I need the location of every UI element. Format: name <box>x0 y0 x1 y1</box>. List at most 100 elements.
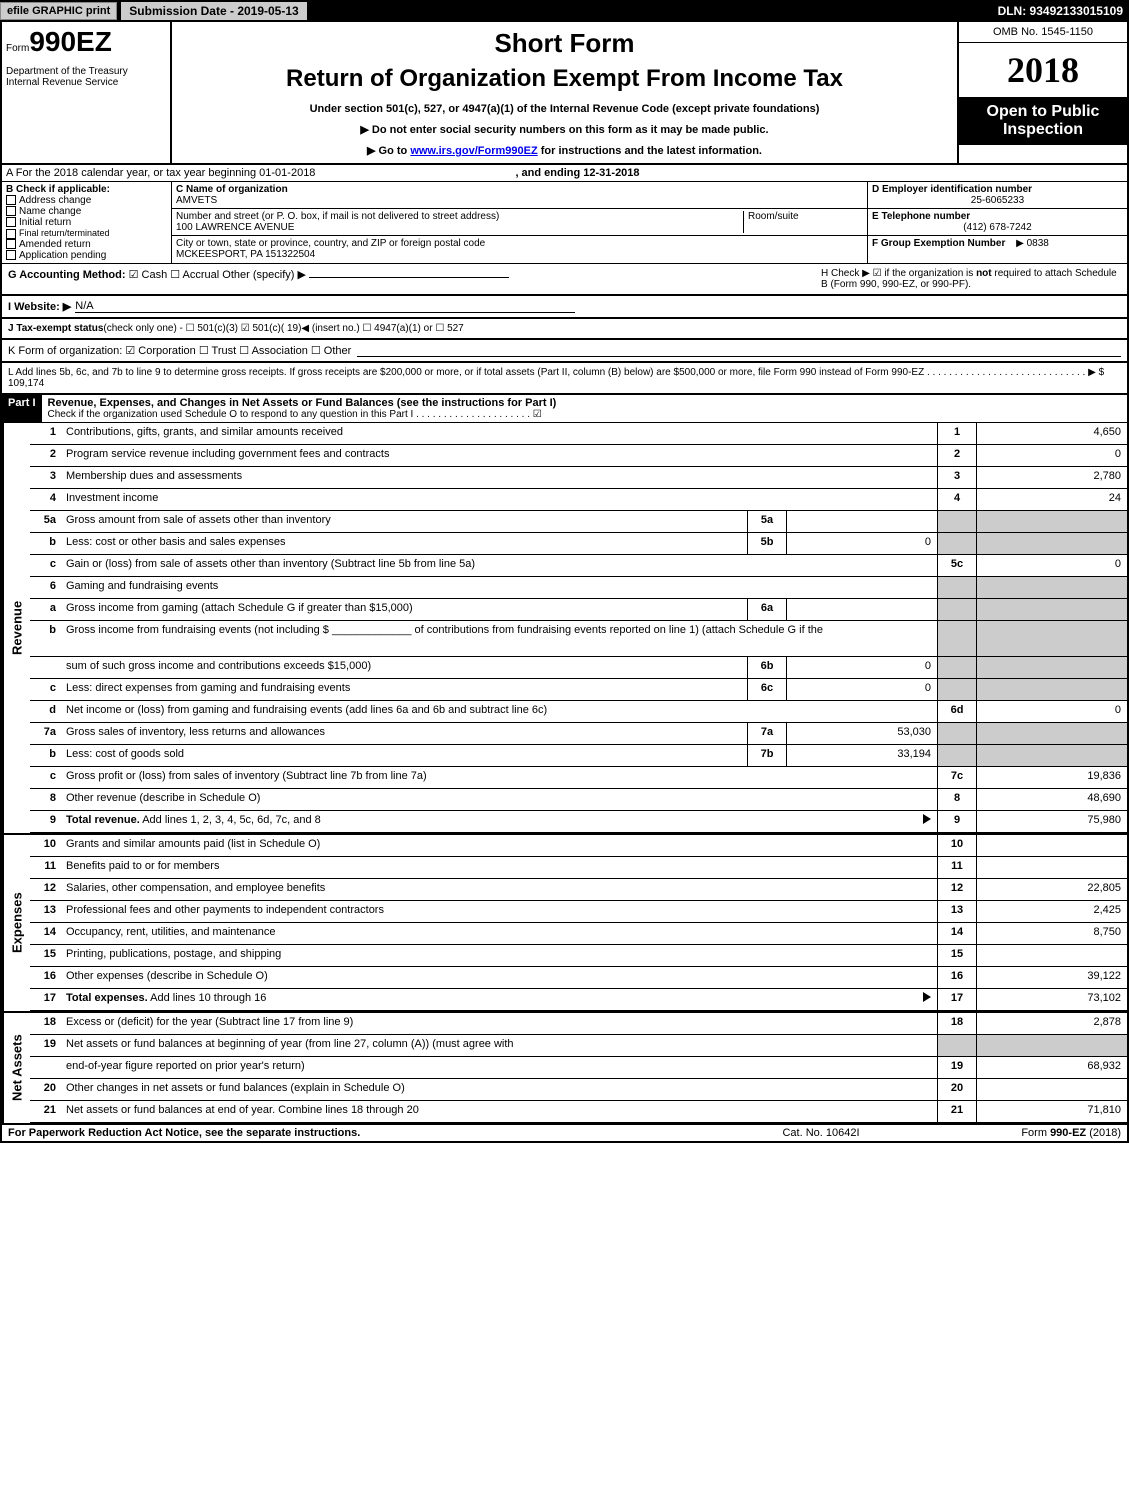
line-number: 11 <box>30 857 64 878</box>
line-row: dNet income or (loss) from gaming and fu… <box>30 701 1127 723</box>
right-line-number: 15 <box>937 945 977 966</box>
j-text[interactable]: (check only one) - ☐ 501(c)(3) ☑ 501(c)(… <box>103 323 463 334</box>
right-line-value: 39,122 <box>977 967 1127 988</box>
right-line-value <box>977 723 1127 744</box>
right-line-value: 2,780 <box>977 467 1127 488</box>
line-row: 17Total expenses. Add lines 10 through 1… <box>30 989 1127 1011</box>
check-amended[interactable]: Amended return <box>6 239 167 250</box>
check-name-change[interactable]: Name change <box>6 206 167 217</box>
line-description: Gross amount from sale of assets other t… <box>64 511 747 532</box>
line-row: 1Contributions, gifts, grants, and simil… <box>30 423 1127 445</box>
right-line-number: 16 <box>937 967 977 988</box>
form-number: 990EZ <box>29 26 112 57</box>
line-number: 19 <box>30 1035 64 1056</box>
phone: (412) 678-7242 <box>872 222 1123 233</box>
line-row: 4Investment income424 <box>30 489 1127 511</box>
check-pending[interactable]: Application pending <box>6 250 167 261</box>
right-line-number: 19 <box>937 1057 977 1078</box>
line-number: 13 <box>30 901 64 922</box>
k-text[interactable]: K Form of organization: ☑ Corporation ☐ … <box>8 344 351 357</box>
line-number: 8 <box>30 789 64 810</box>
l-text: L Add lines 5b, 6c, and 7b to line 9 to … <box>8 367 1121 389</box>
d-label: D Employer identification number <box>872 184 1123 195</box>
section-g-row: G Accounting Method: ☑ Cash ☐ Accrual Ot… <box>0 263 1129 296</box>
right-line-number: 7c <box>937 767 977 788</box>
right-line-number: 1 <box>937 423 977 444</box>
group-exemption: ▶ 0838 <box>1016 238 1049 249</box>
section-a-ending: , and ending 12-31-2018 <box>515 167 639 179</box>
line-description: Less: cost of goods sold <box>64 745 747 766</box>
irs-link[interactable]: www.irs.gov/Form990EZ <box>410 145 537 157</box>
netassets-section: Net Assets 18Excess or (deficit) for the… <box>0 1011 1129 1125</box>
line-number: 7a <box>30 723 64 744</box>
check-final-return[interactable]: Final return/terminated <box>6 228 167 239</box>
mid-line-value <box>787 599 937 620</box>
line-row: 7aGross sales of inventory, less returns… <box>30 723 1127 745</box>
line-row: 18Excess or (deficit) for the year (Subt… <box>30 1013 1127 1035</box>
j-label: J Tax-exempt status <box>8 323 103 334</box>
line-number: d <box>30 701 64 722</box>
line-row: 15Printing, publications, postage, and s… <box>30 945 1127 967</box>
line-number: 10 <box>30 835 64 856</box>
line-description: Occupancy, rent, utilities, and maintena… <box>64 923 937 944</box>
right-line-value: 68,932 <box>977 1057 1127 1078</box>
f-label: F Group Exemption Number <box>872 238 1005 249</box>
expenses-section: Expenses 10Grants and similar amounts pa… <box>0 833 1129 1011</box>
line-description: Program service revenue including govern… <box>64 445 937 466</box>
line-row: 19Net assets or fund balances at beginni… <box>30 1035 1127 1057</box>
section-bcd: B Check if applicable: Address change Na… <box>0 182 1129 263</box>
check-address-change[interactable]: Address change <box>6 195 167 206</box>
line-row: 11Benefits paid to or for members11 <box>30 857 1127 879</box>
dept-irs: Internal Revenue Service <box>6 77 166 88</box>
line-number: 20 <box>30 1079 64 1100</box>
right-line-number <box>937 745 977 766</box>
revenue-section: Revenue 1Contributions, gifts, grants, a… <box>0 423 1129 833</box>
line-row: aGross income from gaming (attach Schedu… <box>30 599 1127 621</box>
g-options[interactable]: ☑ Cash ☐ Accrual Other (specify) ▶ <box>129 269 306 281</box>
right-line-number: 6d <box>937 701 977 722</box>
line-row: 2Program service revenue including gover… <box>30 445 1127 467</box>
instr-ssn: ▶ Do not enter social security numbers o… <box>182 123 947 136</box>
right-line-value <box>977 679 1127 700</box>
line-number: 3 <box>30 467 64 488</box>
line-description: sum of such gross income and contributio… <box>64 657 747 678</box>
right-line-value: 75,980 <box>977 811 1127 832</box>
line-number: 6 <box>30 577 64 598</box>
right-line-value: 0 <box>977 445 1127 466</box>
right-line-value <box>977 533 1127 554</box>
section-a-text: A For the 2018 calendar year, or tax yea… <box>6 167 315 179</box>
right-line-number: 21 <box>937 1101 977 1122</box>
section-k-row: K Form of organization: ☑ Corporation ☐ … <box>0 340 1129 363</box>
check-initial-return[interactable]: Initial return <box>6 217 167 228</box>
efile-print-button[interactable]: efile GRAPHIC print <box>0 2 117 20</box>
line-row: 21Net assets or fund balances at end of … <box>30 1101 1127 1123</box>
right-line-value <box>977 621 1127 656</box>
tax-year: 2018 <box>959 43 1127 97</box>
line-description: Membership dues and assessments <box>64 467 937 488</box>
part1-sub: Check if the organization used Schedule … <box>48 409 1121 420</box>
right-line-number <box>937 679 977 700</box>
line-description: Other expenses (describe in Schedule O) <box>64 967 937 988</box>
return-title: Return of Organization Exempt From Incom… <box>182 65 947 93</box>
mid-line-number: 7b <box>747 745 787 766</box>
right-line-value <box>977 857 1127 878</box>
org-name: AMVETS <box>176 195 863 206</box>
netassets-side-label: Net Assets <box>2 1013 30 1123</box>
h-label[interactable]: H Check ▶ ☑ if the organization is <box>821 268 976 279</box>
right-line-value <box>977 657 1127 678</box>
right-line-value: 19,836 <box>977 767 1127 788</box>
right-line-value <box>977 577 1127 598</box>
right-line-value: 73,102 <box>977 989 1127 1010</box>
line-row: 12Salaries, other compensation, and empl… <box>30 879 1127 901</box>
room-suite: Room/suite <box>743 211 863 233</box>
right-line-number: 12 <box>937 879 977 900</box>
section-j-row: J Tax-exempt status (check only one) - ☐… <box>0 319 1129 340</box>
line-description: Professional fees and other payments to … <box>64 901 937 922</box>
line-description: Gross profit or (loss) from sales of inv… <box>64 767 937 788</box>
line-number: 2 <box>30 445 64 466</box>
right-line-value <box>977 511 1127 532</box>
ein: 25-6065233 <box>872 195 1123 206</box>
line-description: Gaming and fundraising events <box>64 577 937 598</box>
right-line-number: 14 <box>937 923 977 944</box>
footer-left: For Paperwork Reduction Act Notice, see … <box>8 1127 721 1139</box>
